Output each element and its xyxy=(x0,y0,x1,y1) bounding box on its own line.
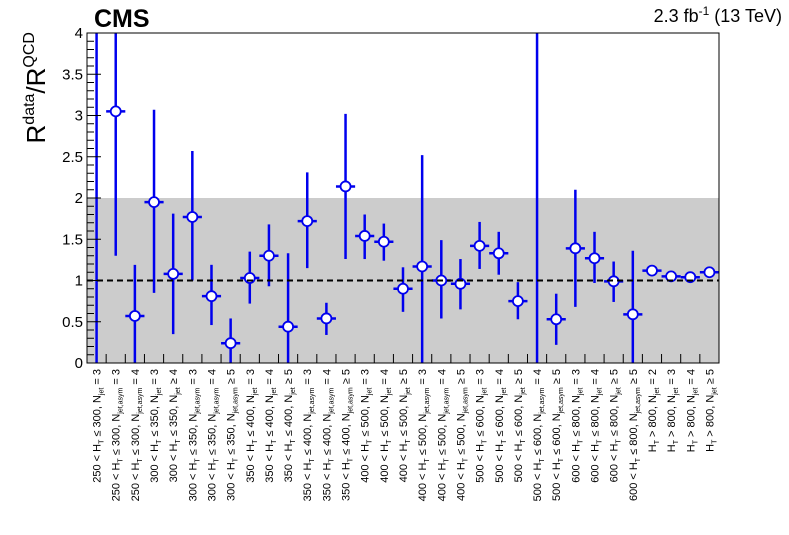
x-tick-label: 250 < HT ≤ 300, Njet = 3 xyxy=(92,369,106,483)
x-tick-label: 300 < HT ≤ 350, Njet = 3 xyxy=(149,369,163,483)
x-tick-label: HT > 800, Njet = 4 xyxy=(685,369,699,452)
x-tick-label: 400 < HT ≤ 500, Njet,asym = 3 xyxy=(417,369,431,501)
x-tick-label: 300 < HT ≤ 350, Njet ≥ 4 xyxy=(168,369,182,482)
x-tick-label: 350 < HT ≤ 400, Njet,asym = 3 xyxy=(302,369,316,501)
data-point xyxy=(243,272,256,284)
data-point xyxy=(703,266,716,279)
luminosity-label: 2.3 fb-1 (13 TeV) xyxy=(654,4,782,26)
x-tick-label: 400 < HT ≤ 500, Njet = 4 xyxy=(379,369,393,483)
data-point xyxy=(282,320,294,333)
data-point xyxy=(148,196,160,209)
data-point xyxy=(473,239,486,252)
x-tick-label: 400 < HT ≤ 500, Njet,asym = 4 xyxy=(436,369,450,501)
data-point xyxy=(569,242,582,255)
data-point xyxy=(588,252,601,265)
data-point xyxy=(128,310,141,322)
x-tick-label: HT > 800, Njet = 3 xyxy=(666,369,680,452)
data-point xyxy=(320,312,333,325)
x-tick-label: 300 < HT ≤ 350, Njet,asym = 3 xyxy=(187,369,201,501)
y-tick-label: 1 xyxy=(75,273,83,290)
x-tick-label: 350 < HT ≤ 400, Njet = 3 xyxy=(245,369,259,483)
data-points xyxy=(95,33,719,363)
x-tick-label: 600 < HT ≤ 800, Njet,asym ≥ 5 xyxy=(628,369,642,501)
data-point xyxy=(550,313,563,326)
data-point xyxy=(301,215,314,228)
x-axis: 250 < HT ≤ 300, Njet = 3 250 < HT ≤ 300, … xyxy=(86,354,720,501)
x-tick-label: 400 < HT ≤ 500, Njet,asym ≥ 5 xyxy=(455,369,469,501)
data-point xyxy=(377,235,390,248)
x-tick-label: 500 < HT ≤ 600, Njet,asym = 4 xyxy=(532,369,546,501)
data-point xyxy=(626,308,639,321)
data-point xyxy=(186,211,199,223)
data-point xyxy=(263,249,275,262)
data-point xyxy=(358,230,371,242)
y-tick-label: 0 xyxy=(75,355,83,372)
data-point xyxy=(205,290,218,303)
x-tick-label: 250 < HT ≤ 300, Njet,asym = 3 xyxy=(111,369,125,501)
data-point xyxy=(339,180,352,193)
data-point xyxy=(646,264,658,277)
y-tick-label: 3 xyxy=(75,108,83,125)
x-tick-label: 350 < HT ≤ 400, Njet ≥ 5 xyxy=(283,369,297,482)
x-tick-label: 500 < HT ≤ 600, Njet,asym ≥ 5 xyxy=(551,369,565,501)
y-tick-label: 2 xyxy=(75,190,83,207)
x-tick-label: 300 < HT ≤ 350, Njet,asym = 4 xyxy=(206,369,220,501)
data-point xyxy=(512,295,524,308)
x-tick-label: 600 < HT ≤ 800, Njet = 4 xyxy=(590,369,604,483)
data-point xyxy=(167,267,180,280)
y-tick-label: 0.5 xyxy=(62,314,83,331)
data-point xyxy=(224,337,237,350)
x-tick-label: 300 < HT ≤ 350, Njet,asym ≥ 5 xyxy=(226,369,240,501)
y-tick-label: 3.5 xyxy=(62,66,83,83)
y-axis-label: Rdata/RQCD xyxy=(21,32,51,143)
x-tick-label: 350 < HT ≤ 400, Njet,asym = 4 xyxy=(321,369,335,501)
x-tick-label: 500 < HT ≤ 600, Njet ≥ 5 xyxy=(513,369,527,482)
data-point xyxy=(109,105,122,118)
y-tick-label: 4 xyxy=(75,25,83,42)
y-tick-label: 2.5 xyxy=(62,149,83,166)
x-tick-label: 250 < HT ≤ 300, Njet,asym = 4 xyxy=(130,369,144,501)
x-tick-label: 600 < HT ≤ 800, Njet = 3 xyxy=(570,369,584,483)
x-tick-label: 400 < HT ≤ 500, Njet ≥ 5 xyxy=(398,369,412,482)
x-tick-label: 350 < HT ≤ 400, Njet,asym ≥ 5 xyxy=(341,369,355,501)
x-tick-label: 600 < HT ≤ 800, Njet ≥ 5 xyxy=(609,369,623,482)
y-tick-label: 1.5 xyxy=(62,231,83,248)
y-axis: 0 0.5 1 1.5 2 2.5 3 3.5 4 xyxy=(62,25,101,372)
x-tick-label: 500 < HT ≤ 600, Njet = 4 xyxy=(494,369,508,483)
experiment-label: CMS xyxy=(94,5,150,33)
x-tick-label: HT > 800, Njet = 2 xyxy=(647,369,661,452)
data-point xyxy=(397,282,409,295)
x-tick-label: HT > 800, Njet ≥ 5 xyxy=(704,369,718,452)
x-tick-label: 400 < HT ≤ 500, Njet = 3 xyxy=(360,369,374,483)
data-point xyxy=(416,260,429,273)
data-point xyxy=(492,247,505,260)
x-tick-label: 350 < HT ≤ 400, Njet = 4 xyxy=(264,369,278,483)
x-tick-label: 500 < HT ≤ 600, Njet = 3 xyxy=(475,369,489,483)
